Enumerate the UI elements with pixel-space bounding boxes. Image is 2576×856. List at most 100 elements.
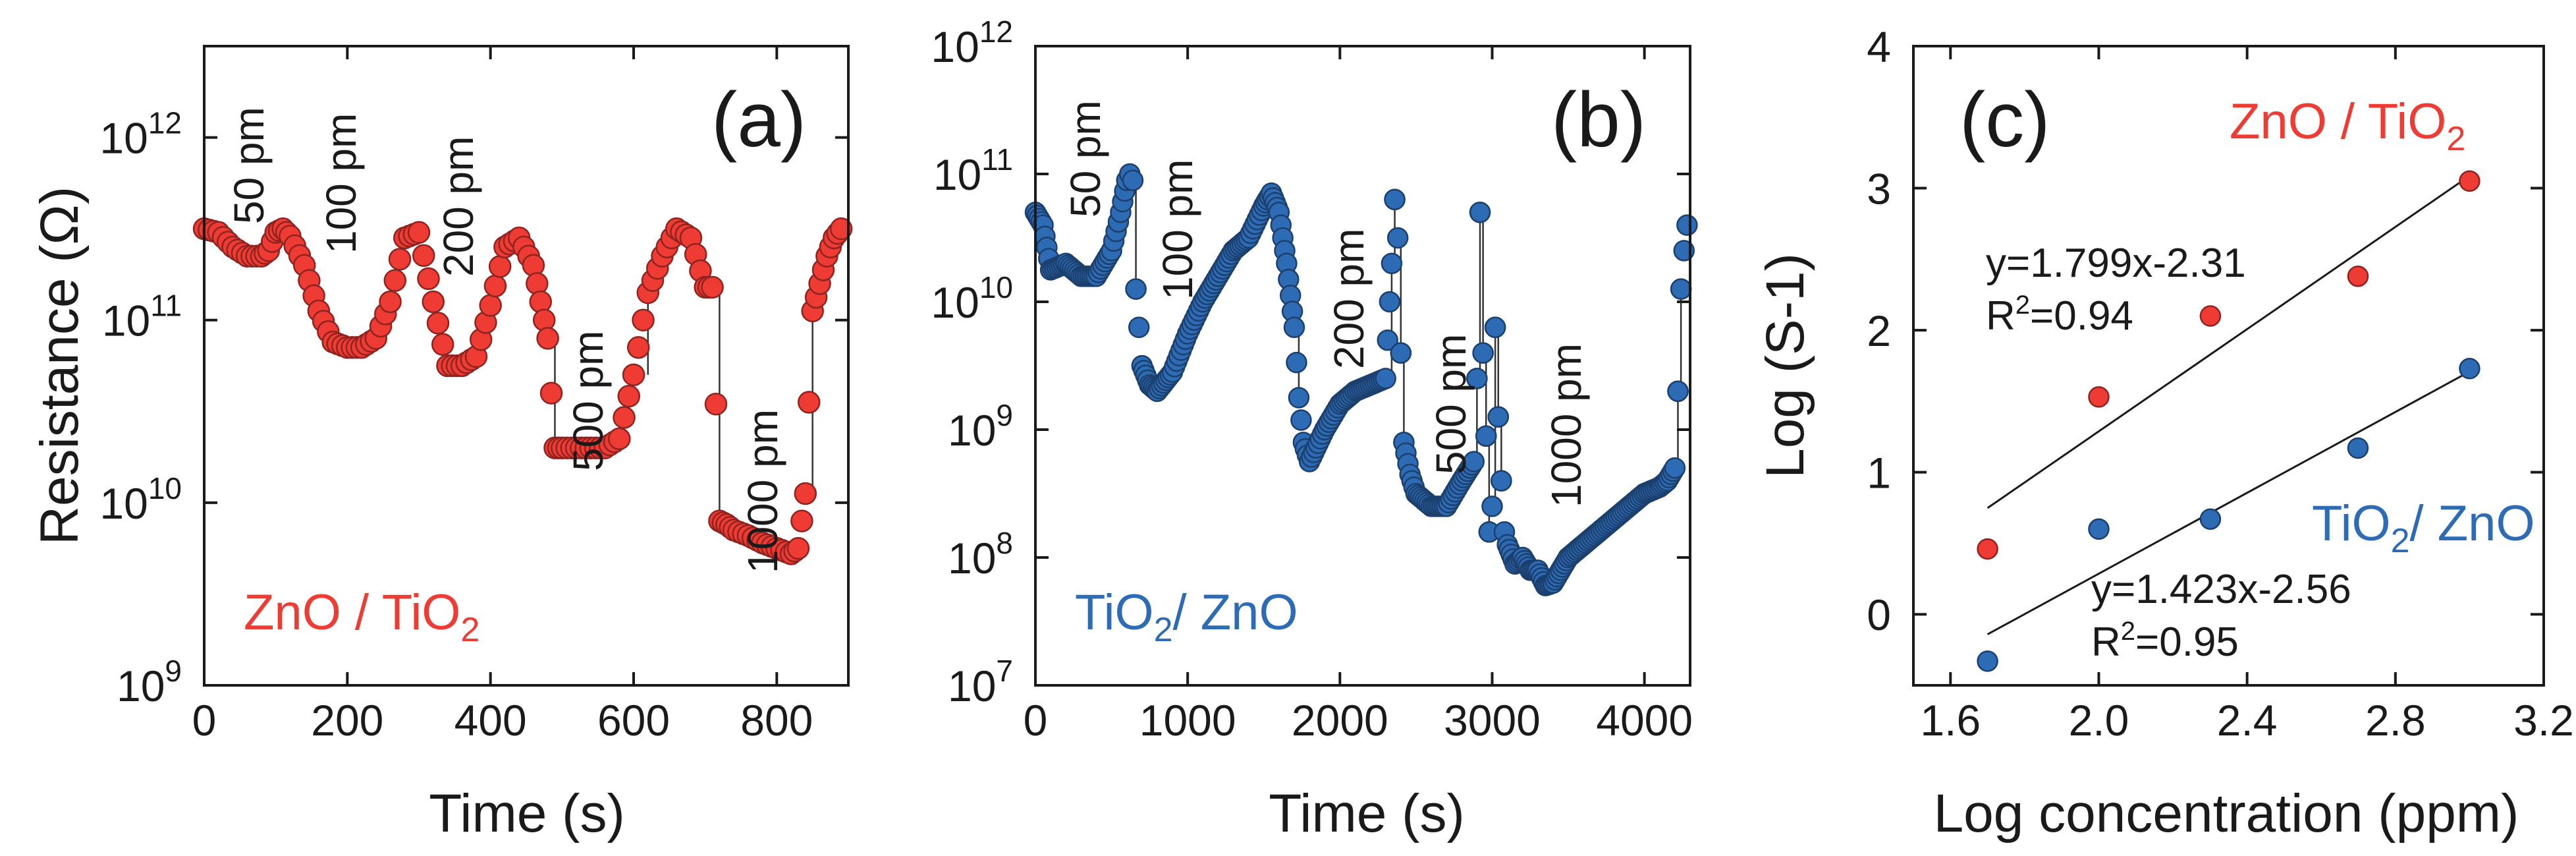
panel-a-y-tick-exp: 12 (148, 106, 182, 140)
panel-b-data-point (1380, 292, 1400, 312)
panel-c-x-axis-label: Log concentration (ppm) (1934, 784, 2519, 843)
panel-a-data-point (480, 295, 501, 316)
panel-a-y-tick-label: 1011 (102, 289, 182, 345)
panel-b-x-axis-label: Time (s) (1269, 784, 1465, 843)
panel-b-data-point (1677, 215, 1697, 235)
panel-b-legend: TiO2/ ZnO (1075, 585, 1298, 649)
panel-b-data-point (1485, 318, 1505, 337)
panel-b-data-point (1476, 426, 1496, 446)
panel-b-y-tick-base: 10 (931, 278, 979, 327)
panel-c-equation-bottom: y=1.423x-2.56 (2091, 567, 2351, 612)
panel-b-data-point (1491, 471, 1511, 491)
panel-a-data-point (788, 538, 809, 559)
panel-b-data-point (1671, 279, 1691, 299)
panel-a-y-tick-exp: 10 (148, 471, 182, 505)
panel-a-y-tick-exp: 9 (165, 654, 182, 688)
panel-b-data-point (1284, 318, 1304, 337)
panel-c-x-tick-label: 1.6 (1920, 696, 1981, 745)
panel-c-data-point (2348, 266, 2368, 286)
panel-a-x-tick-label: 800 (740, 696, 813, 745)
panel-b-y-tick-exp: 11 (981, 142, 1013, 177)
panel-c: 1.6 2.0 2.4 2.8 3.2 01234 (c) Log concentrat… (1755, 22, 2574, 843)
panel-c-r2-top-sup: 2 (2015, 291, 2030, 320)
panel-b-y-tick-exp: 9 (996, 398, 1013, 432)
panel-c-legend-top: ZnO / TiO2 (2230, 94, 2465, 158)
panel-b-y-tick-label: 1010 (931, 270, 1013, 327)
panel-a-data-point (702, 277, 723, 298)
panel-c-y-tick-label: 1 (1867, 449, 1891, 498)
panel-c-r2-top-prefix: R (1986, 293, 2015, 339)
panel-b-y-tick-label: 108 (948, 526, 1013, 583)
panel-a-data-point (628, 337, 649, 358)
panel-b-data-point (1470, 202, 1490, 222)
figure: 0 200 400 600 800 109101010111012 (a) Time (… (0, 0, 2576, 856)
panel-b-legend-subscript: 2 (1154, 611, 1173, 649)
panel-a-x-tick-label: 0 (192, 696, 217, 745)
panel-a-data-point (623, 364, 644, 385)
panel-a-x-axis-label: Time (s) (429, 784, 625, 843)
panel-c-fit-line (1988, 176, 2470, 508)
panel-b-x-tick-label: 0 (1024, 696, 1048, 745)
panel-b-data-point (1286, 353, 1306, 372)
panel-b-data-point (1382, 254, 1402, 273)
panel-a-data-point (534, 310, 555, 331)
panel-b-data-point (1123, 171, 1143, 190)
panel-b-y-tick-exp: 7 (996, 654, 1013, 688)
panel-a-y-tick-label: 1010 (99, 471, 182, 528)
panel-c-y-tick-label: 0 (1867, 590, 1891, 639)
panel-b-annotation-500pm: 500 pm (1427, 334, 1475, 474)
panel-c-r2-top-suffix: =0.94 (2030, 293, 2133, 339)
panel-b-y-tick-exp: 8 (996, 526, 1013, 560)
panel-a-annotation-200pm: 200 pm (435, 136, 482, 277)
panel-a-y-tick-label: 1012 (99, 106, 182, 163)
panel-b-y-tick-base: 10 (931, 22, 979, 71)
panel-b-y-tick-exp: 10 (979, 270, 1013, 304)
panel-a-data-point (614, 407, 635, 428)
panel-c-r2-bottom: R2=0.95 (2091, 617, 2239, 665)
panel-a-x-tick-label: 400 (454, 696, 527, 745)
panel-b-data-point (1668, 382, 1688, 401)
panel-b-annotation-1000pm: 1000 pm (1543, 343, 1590, 507)
panel-a-data-point (541, 383, 562, 404)
panel-b-y-tick-exp: 12 (979, 14, 1013, 49)
panel-c-legend-bottom-suffix: / ZnO (2410, 496, 2535, 552)
panel-b-data-point (1473, 343, 1493, 363)
panel-c-y-tick-label: 3 (1867, 165, 1891, 214)
panel-b-data-point (1391, 343, 1411, 363)
panel-c-r2-top: R2=0.94 (1986, 291, 2133, 339)
panel-b-data-point (1126, 279, 1146, 299)
panel-c-y-axis-label: Log (S-1) (1755, 253, 1815, 478)
panel-b-data-point (1376, 368, 1396, 388)
panel-b-data-point (1289, 388, 1309, 408)
panel-c-x-tick-label: 2.4 (2217, 696, 2278, 745)
panel-c-label: (c) (1959, 76, 2050, 163)
panel-a-data-point (523, 255, 544, 276)
panel-a-annotation-500pm: 500 pm (564, 331, 612, 471)
panel-a-data-point (389, 248, 410, 270)
panel-c-equation-top: y=1.799x-2.31 (1986, 241, 2246, 286)
panel-b-y-tick-label: 1011 (933, 142, 1013, 199)
panel-c-data-point (1978, 539, 1998, 559)
panel-b-legend-prefix: TiO (1075, 585, 1154, 641)
panel-c-data-point (2089, 387, 2108, 407)
panel-a-annotation-50pm: 50 pm (225, 107, 273, 224)
panel-b-data-point (1482, 496, 1502, 516)
panel-b-data-point (1129, 318, 1149, 337)
panel-b-x-tick-label: 1000 (1139, 696, 1236, 745)
panel-a-data-point (632, 310, 653, 331)
panel-c-data-point (2459, 358, 2479, 378)
panel-c-r2-bottom-suffix: =0.95 (2135, 619, 2239, 665)
panel-b-label: (b) (1551, 76, 1646, 163)
panel-c-legend-bottom-prefix: TiO (2312, 496, 2391, 552)
panel-c-data-point (2201, 509, 2220, 529)
panel-b-y-tick-base: 10 (948, 406, 996, 455)
panel-b-data-point (1291, 410, 1311, 430)
panel-a-data-point (795, 483, 816, 504)
panel-a-data-point (530, 291, 551, 312)
panel-a-data-point (423, 291, 444, 312)
panel-a-data-point (385, 270, 406, 291)
panel-c-y-tick-label: 4 (1867, 22, 1891, 71)
panel-c-data-point (2089, 519, 2108, 539)
panel-c-x-tick-label: 3.2 (2513, 696, 2574, 745)
panel-b-data-point (1388, 228, 1408, 248)
